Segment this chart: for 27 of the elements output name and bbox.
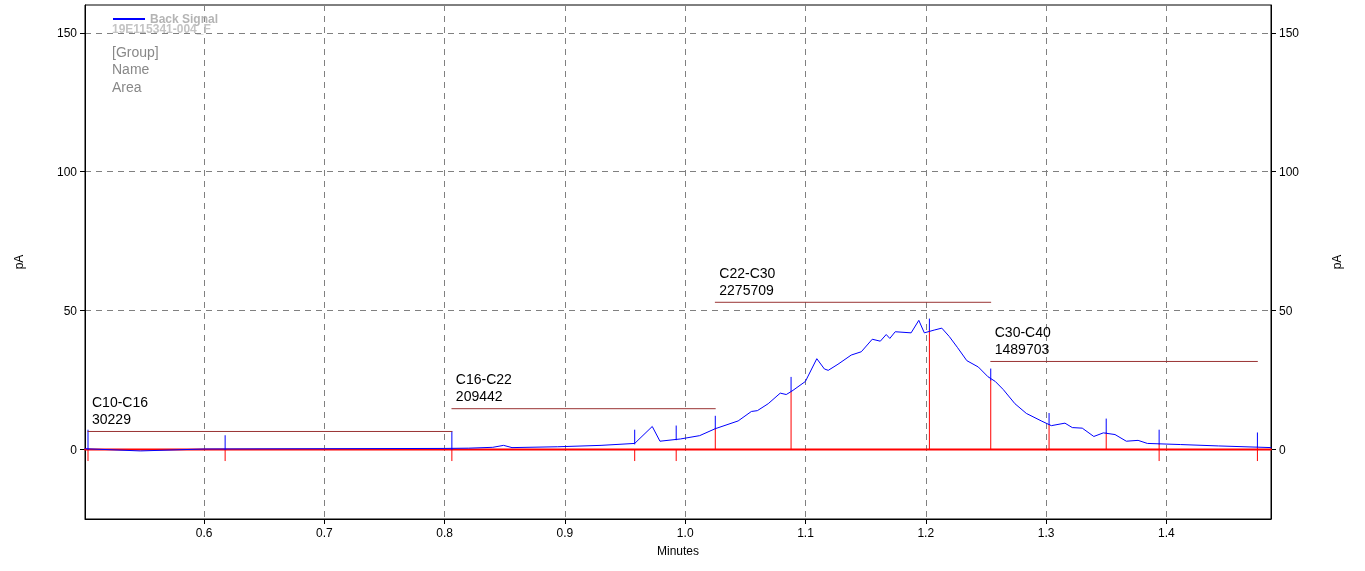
x-tick-label: 0.9	[556, 526, 574, 540]
annotation: C22-C30 2275709	[719, 264, 776, 298]
x-tick-label: 1.4	[1158, 526, 1176, 540]
y-tick-label: 0	[70, 442, 78, 457]
annotation: C16-C22 209442	[455, 371, 513, 405]
annotation: [Group]	[112, 43, 159, 60]
x-tick-label: 1.3	[1037, 526, 1055, 540]
y2-tick-label: 0	[1279, 442, 1286, 457]
annotation: Name	[112, 61, 150, 77]
y-tick-label: 150	[56, 25, 78, 40]
y-axis-title: pA	[12, 254, 26, 270]
x-tick-label: 1.2	[917, 526, 935, 540]
y2-axis-title: pA	[1330, 254, 1344, 270]
x-tick-label: 0.6	[195, 526, 213, 540]
y2-tick-label: 100	[1279, 164, 1300, 179]
annotation: C10-C16 30229	[92, 393, 149, 427]
y2-tick-label: 150	[1279, 25, 1300, 40]
x-tick-label: 1.1	[797, 526, 815, 540]
x-axis-title: Minutes	[656, 544, 700, 558]
y-tick-label: 100	[56, 164, 78, 179]
x-tick-label: 1.0	[676, 526, 694, 540]
x-tick-label: 0.8	[436, 526, 454, 540]
y-tick-label: 50	[63, 303, 78, 318]
y2-tick-label: 50	[1279, 303, 1293, 318]
annotation: Area	[112, 78, 142, 95]
annotation: C30-C40 1489703	[994, 323, 1051, 357]
x-tick-label: 0.7	[316, 526, 334, 540]
